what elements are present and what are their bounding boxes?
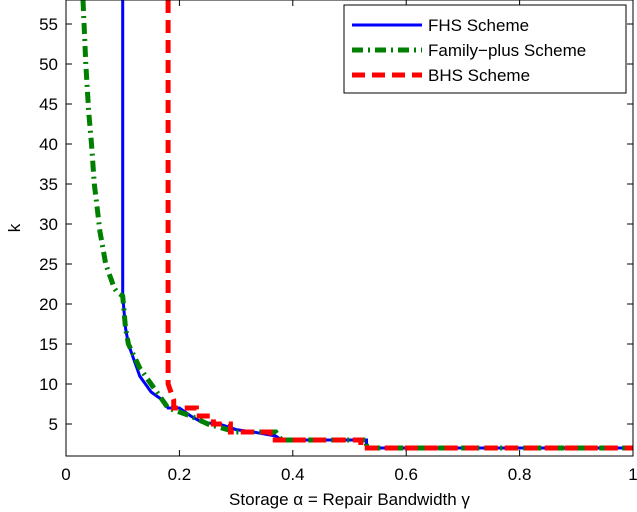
y-tick-label: 20 [39,295,58,314]
axes-frame [65,0,634,457]
x-axis-label: Storage α = Repair Bandwidth γ [229,490,470,509]
y-tick-label: 50 [39,55,58,74]
y-tick-label: 25 [39,255,58,274]
x-tick-label: 0 [61,465,70,484]
x-tick-label: 0.6 [394,465,418,484]
series-layer [80,0,633,451]
legend: FHS Scheme Family−plus Scheme BHS Scheme [343,4,627,94]
y-tick-label: 5 [49,415,58,434]
y-tick-label: 40 [39,135,58,154]
x-tick-label: 0.8 [508,465,532,484]
y-tick-label: 10 [39,375,58,394]
x-axis: 0 0.2 0.4 0.6 0.8 1 [61,0,637,484]
x-tick-label: 0.2 [168,465,192,484]
legend-label-2: Family−plus Scheme [428,41,586,60]
y-tick-label: 45 [39,95,58,114]
legend-label-1: FHS Scheme [428,16,529,35]
y-tick-label: 15 [39,335,58,354]
y-axis: 5 10 15 20 25 30 35 40 45 50 55 [39,15,633,434]
legend-label-3: BHS Scheme [428,66,530,85]
x-tick-label: 1 [628,465,637,484]
y-axis-label: k [5,223,24,232]
y-tick-label: 35 [39,175,58,194]
y-tick-label: 55 [39,15,58,34]
y-tick-label: 30 [39,215,58,234]
x-tick-label: 0.4 [281,465,305,484]
series-line-3 [165,0,633,451]
